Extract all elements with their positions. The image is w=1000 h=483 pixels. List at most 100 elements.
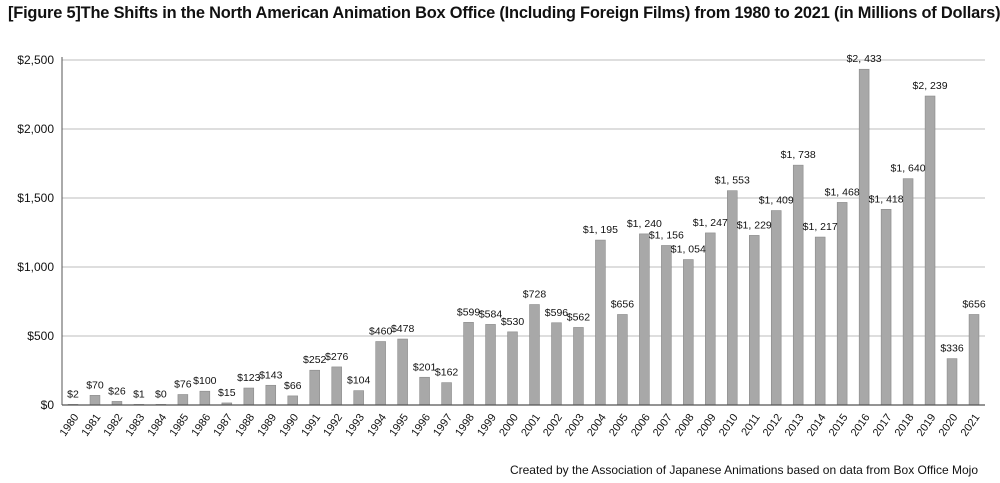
bar-1981 [89,395,101,406]
data-label: $15 [218,387,236,399]
bar-2004 [595,239,606,406]
x-tick-label: 2018 [893,412,917,439]
source-note: Created by the Association of Japanese A… [509,463,978,477]
x-tick-label: 1987 [211,412,235,439]
bar-2009 [705,232,716,406]
y-tick-label: $1,000 [17,260,54,274]
x-tick-label: 2009 [695,412,719,439]
data-label: $2, 433 [847,53,882,65]
data-label: $728 [523,289,547,301]
bar-1999 [485,324,496,406]
data-label: $2, 239 [913,80,948,92]
x-tick-label: 2002 [541,412,565,439]
data-label: $1, 640 [891,163,926,175]
x-tick-label: 2019 [915,412,939,439]
bar-2006 [639,233,650,406]
data-label: $2 [67,388,79,400]
bar-1985 [177,394,189,406]
data-label: $1, 738 [781,149,816,161]
data-label: $162 [435,367,459,379]
x-tick-label: 2005 [607,412,631,439]
x-tick-label: 1985 [167,412,191,439]
bar-2017 [880,209,892,406]
x-tick-label: 2003 [563,412,587,439]
x-tick-label: 2004 [585,412,609,439]
x-tick-label: 2013 [783,412,807,439]
bars [67,68,980,406]
x-tick-label: 2020 [937,412,961,439]
data-label: $70 [86,379,104,391]
data-label: $596 [545,307,569,319]
gridlines [62,59,985,337]
bar-1986 [199,390,211,406]
bar-2014 [814,236,826,406]
data-label: $1, 229 [737,219,772,231]
x-tick-label: 1993 [343,412,367,439]
x-tick-label: 2011 [739,412,762,438]
bar-2020 [946,358,958,406]
x-tick-label: 2017 [871,412,895,439]
bar-2001 [529,304,540,406]
x-tick-label: 1999 [475,412,499,439]
bar-2015 [836,202,848,406]
data-label: $1, 247 [693,217,728,229]
y-tick-label: $1,500 [17,191,54,205]
x-tick-label: 1996 [409,412,433,439]
data-label: $26 [108,385,126,397]
bar-2012 [770,210,782,406]
data-label: $1, 468 [825,186,860,198]
data-label: $100 [193,375,217,387]
data-label: $336 [940,343,964,355]
x-tick-label: 1988 [233,412,257,439]
bar-1988 [243,387,255,406]
data-label: $656 [962,298,986,310]
x-tick-label: 1990 [277,412,301,439]
x-tick-label: 1995 [387,412,411,439]
x-tick-label: 2007 [651,412,675,439]
x-tick-label: 1980 [58,412,82,439]
bar-2002 [551,322,562,406]
data-label: $460 [369,326,393,338]
bar-2007 [661,245,672,406]
bar-1998 [463,322,474,406]
x-tick-label: 1992 [321,412,345,439]
bar-1991 [309,369,320,406]
bar-1990 [287,395,298,406]
bar-2011 [749,235,760,406]
chart-title: [Figure 5]The Shifts in the North Americ… [8,4,1000,22]
bar-1989 [265,384,277,406]
bar-2019 [924,95,936,406]
bar-2018 [902,178,914,406]
y-tick-label: $0 [41,398,55,412]
x-tick-label: 2015 [827,412,851,439]
data-label: $1, 553 [715,175,750,187]
data-label: $584 [479,308,503,320]
data-label: $1, 156 [649,229,684,241]
axes [61,57,985,406]
x-tick-label: 2008 [673,412,697,439]
x-tick-label: 1986 [189,412,213,439]
data-label: $0 [155,388,167,400]
x-tick-label: 2010 [717,412,741,439]
bar-2005 [617,314,628,406]
data-label: $656 [611,298,635,310]
bar-2016 [858,68,870,406]
data-label: $1 [133,388,145,400]
x-tick-label: 1991 [299,412,323,439]
data-label: $530 [501,316,525,328]
x-tick-label: 1984 [145,412,169,439]
bar-1996 [419,376,430,406]
x-tick-label: 1998 [453,412,477,439]
x-tick-label: 2000 [497,412,521,439]
x-tick-label: 2016 [849,412,873,439]
x-axis-ticks: 1980198119821983198419851986198719881989… [58,412,983,439]
bar-1992 [331,366,342,406]
bar-2013 [792,164,804,406]
x-tick-label: 1994 [365,412,389,439]
data-label: $123 [237,372,261,384]
data-label: $599 [457,306,481,318]
data-label: $478 [391,323,415,335]
x-tick-label: 1983 [124,412,148,439]
x-tick-label: 2006 [629,412,653,439]
